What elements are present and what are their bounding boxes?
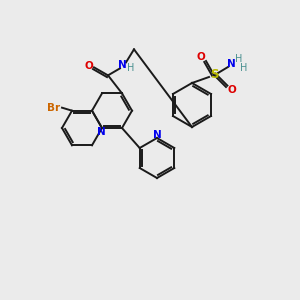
Text: H: H xyxy=(240,63,248,73)
Text: N: N xyxy=(153,130,161,140)
Text: O: O xyxy=(228,85,236,95)
Text: Br: Br xyxy=(47,103,61,113)
Text: N: N xyxy=(118,60,126,70)
Text: O: O xyxy=(196,52,206,62)
Text: N: N xyxy=(97,127,105,137)
Text: S: S xyxy=(210,68,218,82)
Text: N: N xyxy=(226,59,236,69)
Text: H: H xyxy=(235,54,243,64)
Text: O: O xyxy=(85,61,93,71)
Text: H: H xyxy=(127,63,135,74)
